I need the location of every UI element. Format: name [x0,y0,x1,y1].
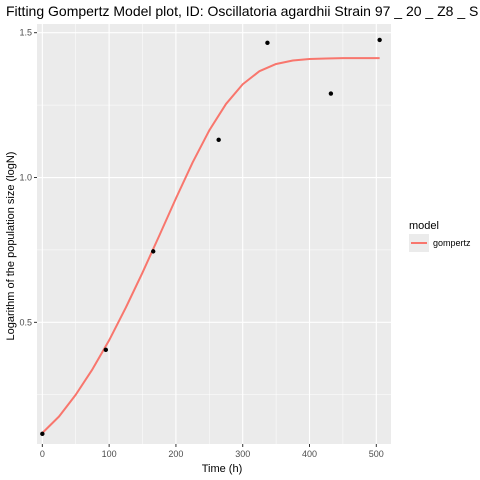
data-point [103,347,108,353]
y-axis: 0.5 1.0 1.5 [19,28,37,327]
x-axis-title: Time (h) [202,463,243,475]
legend-label-gompertz: gompertz [433,238,471,248]
data-point [216,137,221,143]
x-tick-label: 500 [369,449,384,459]
x-tick-label: 0 [40,449,45,459]
data-points-layer [40,37,382,437]
chart-title: Fitting Gompertz Model plot, ID: Oscilla… [6,3,478,19]
y-axis-title: Logarithm of the population size (logN) [5,152,17,341]
fit-line-series-0 [41,57,380,434]
fit-curve-layer [41,57,380,434]
x-tick-label: 300 [235,449,250,459]
data-point [151,249,156,254]
y-tick-label: 1.5 [19,28,32,38]
data-point [265,40,270,46]
minor-gridlines [37,24,391,444]
x-tick-label: 400 [302,449,317,459]
x-tick-label: 200 [168,449,183,459]
legend-title: model [409,220,439,232]
major-gridlines [37,24,391,444]
y-tick-label: 0.5 [19,317,32,327]
legend: model gompertz [409,220,471,252]
data-point [377,37,382,43]
x-tick-label: 100 [102,449,117,459]
data-point [328,91,334,96]
plot-panel [37,24,391,444]
data-point [40,431,45,437]
y-tick-label: 1.0 [19,173,32,183]
x-axis: 0 100 200 300 400 500 [40,444,384,459]
